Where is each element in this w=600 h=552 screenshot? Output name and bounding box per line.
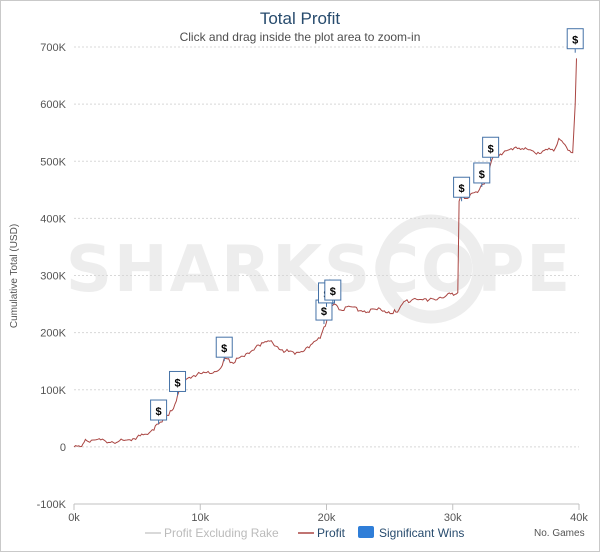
x-tick-label: 0k [68,512,80,524]
y-tick-label: 300K [40,271,66,283]
significant-win-flag: $ [324,279,342,305]
legend-swatch-blue [358,526,374,538]
significant-win-flag: $ [315,299,333,325]
significant-win-flag: $ [566,28,584,53]
y-tick-label: 600K [40,99,66,111]
flag-box [453,176,471,198]
x-axis-note: No. Games [534,528,585,539]
flag-dollar-icon: $ [156,406,162,418]
legend-item-profit-excluding-rake[interactable]: Profit Excluding Rake [145,526,279,540]
y-tick-label: 200K [40,328,66,340]
x-tick-label: 30k [444,512,462,524]
significant-win-flag: $ [150,399,168,425]
y-tick-label: -100K [37,499,67,511]
legend-item-profit[interactable]: Profit [298,526,346,540]
y-tick-label: 700K [40,42,66,54]
flag-box [566,28,584,50]
legend-label-significant-wins: Significant Wins [379,526,464,540]
significant-win-flag: $ [215,336,233,362]
legend: Profit Excluding Rake Profit Significant… [145,526,464,540]
y-tick-label: 0 [60,442,66,454]
significant-win-flags: $$$$$$$$$$ [150,28,584,425]
flag-dollar-icon: $ [459,183,465,195]
flag-box [169,370,187,392]
legend-label-profit-excluding-rake: Profit Excluding Rake [164,526,279,540]
chart-subtitle: Click and drag inside the plot area to z… [179,30,421,44]
flag-box [150,399,168,421]
x-tick-label: 20k [318,512,336,524]
chart-title: Total Profit [259,9,341,28]
flag-box [324,279,342,301]
flag-box [473,162,491,184]
legend-label-profit: Profit [317,526,346,540]
significant-win-flag: $ [169,370,187,396]
legend-item-significant-wins[interactable]: Significant Wins [358,526,464,540]
significant-win-flag: $ [482,136,500,162]
flag-dollar-icon: $ [174,377,180,389]
flag-dollar-icon: $ [479,169,485,181]
flag-dollar-icon: $ [572,35,578,47]
gridlines [74,46,579,505]
axes: -100K 0 100K 200K 300K 400K 500K 600K 700K 0k 10k 2… [37,42,589,524]
x-tick-label: 10k [191,512,209,524]
flag-dollar-icon: $ [330,286,336,298]
flag-dollar-icon: $ [321,306,327,318]
flag-box [215,336,233,358]
y-tick-label: 500K [40,156,66,168]
flag-dollar-icon: $ [488,143,494,155]
x-tick-label: 40k [570,512,588,524]
significant-win-flag: $ [453,176,471,202]
y-tick-label: 100K [40,385,66,397]
flag-box [482,136,500,158]
flag-dollar-icon: $ [221,343,227,355]
watermark-scope-icon [376,214,486,324]
y-axis-title: Cumulative Total (USD) [9,224,20,328]
significant-win-flag: $ [473,162,491,187]
y-tick-label: 400K [40,213,66,225]
